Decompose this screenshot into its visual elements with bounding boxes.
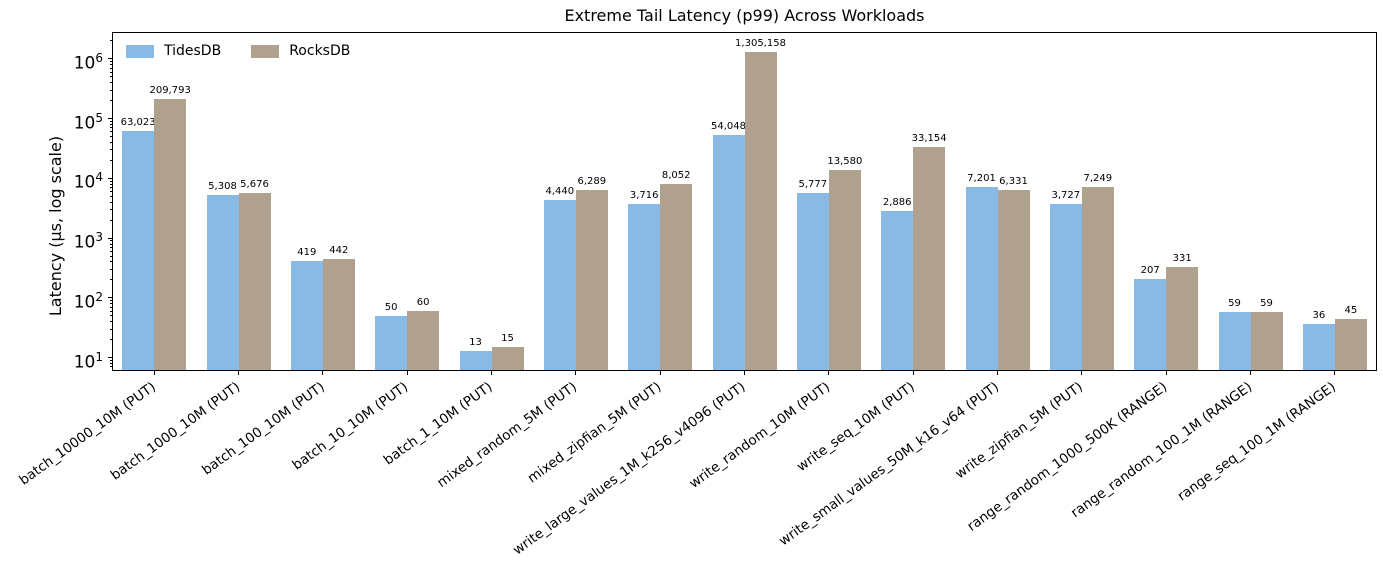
- tidesdb-legend-label: TidesDB: [164, 43, 222, 59]
- x-tick-label: write_small_values_50M_k16_v64 (PUT): [775, 379, 1002, 550]
- x-tick: [153, 371, 155, 375]
- x-tick-label: batch_1000_10M (PUT): [107, 379, 243, 484]
- x-tick-label: write_random_10M (PUT): [686, 379, 834, 492]
- legend-item-tidesdb: TidesDB: [126, 43, 221, 59]
- rocksdb-legend-label: RocksDB: [289, 43, 351, 59]
- x-tick: [575, 371, 577, 375]
- x-tick: [322, 371, 324, 375]
- x-tick: [406, 371, 408, 375]
- x-tick: [744, 371, 745, 375]
- x-tick: [1250, 371, 1251, 375]
- y-tick-label: 106: [73, 50, 103, 74]
- x-tick: [491, 371, 492, 375]
- x-tick-label: batch_10_10M (PUT): [289, 379, 412, 474]
- x-tick-label: mixed_random_5M (PUT): [434, 379, 581, 492]
- x-tick-label: batch_10000_10M (PUT): [16, 379, 159, 489]
- x-tick: [238, 371, 239, 375]
- chart-title: Extreme Tail Latency (p99) Across Worklo…: [564, 6, 925, 25]
- x-tick-label: range_random_100_1M (RANGE): [1067, 379, 1255, 522]
- x-tick: [828, 371, 830, 375]
- x-tick-label: range_random_1000_500K (RANGE): [964, 379, 1171, 535]
- x-tick: [912, 371, 914, 375]
- x-tick: [1165, 371, 1167, 375]
- plot-area: [112, 32, 1377, 371]
- x-tick: [659, 371, 661, 375]
- x-tick-label: write_seq_10M (PUT): [793, 379, 918, 475]
- x-tick: [1081, 371, 1083, 375]
- x-tick-label: mixed_zipfian_5M (PUT): [524, 379, 665, 487]
- legend: TidesDB RocksDB: [126, 43, 350, 59]
- x-tick-label: batch_100_10M (PUT): [198, 379, 328, 479]
- x-tick-label: write_large_values_1M_k256_v4096 (PUT): [510, 379, 749, 559]
- x-tick-label: write_zipfian_5M (PUT): [952, 379, 1087, 483]
- x-tick: [997, 371, 998, 375]
- rocksdb-legend-swatch: [251, 44, 280, 58]
- x-tick-label: range_seq_100_1M (RANGE): [1174, 379, 1340, 505]
- x-tick-label: batch_1_10M (PUT): [381, 379, 496, 469]
- x-tick: [1334, 371, 1336, 375]
- tidesdb-legend-swatch: [126, 44, 154, 58]
- legend-item-rocksdb: RocksDB: [251, 43, 350, 59]
- y-axis-label: Latency (µs, log scale): [46, 135, 65, 317]
